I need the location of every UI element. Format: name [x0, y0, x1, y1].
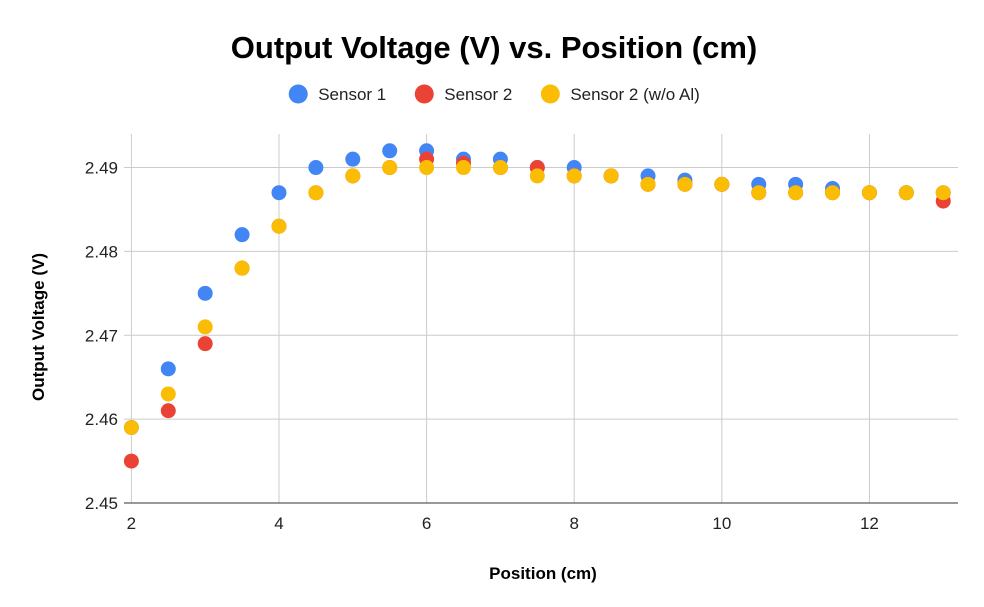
data-point	[677, 176, 693, 192]
data-point	[271, 185, 287, 201]
data-point	[861, 185, 877, 201]
legend-label: Sensor 1	[318, 85, 386, 104]
data-point	[898, 185, 914, 201]
y-tick-label: 2.45	[85, 494, 118, 513]
data-point	[935, 185, 951, 201]
data-point	[160, 361, 176, 377]
data-point	[382, 143, 398, 159]
legend-item: Sensor 2 (w/o Al)	[540, 84, 700, 104]
data-point	[308, 185, 324, 201]
data-point	[271, 218, 287, 234]
data-point	[382, 160, 398, 176]
legend: Sensor 1 Sensor 2 Sensor 2 (w/o Al)	[288, 84, 700, 104]
x-tick-label: 4	[274, 514, 283, 533]
data-point	[788, 185, 804, 201]
data-point	[160, 386, 176, 402]
x-tick-label: 2	[127, 514, 136, 533]
data-point	[123, 420, 139, 436]
data-point	[160, 403, 176, 419]
y-axis-title: Output Voltage (V)	[29, 253, 48, 401]
data-point	[308, 160, 324, 176]
data-point	[197, 285, 213, 301]
data-point	[603, 168, 619, 184]
data-point	[751, 185, 767, 201]
data-point	[714, 176, 730, 192]
x-tick-label: 8	[569, 514, 578, 533]
y-tick-label: 2.47	[85, 326, 118, 345]
data-point	[456, 160, 472, 176]
series-3	[123, 160, 951, 436]
x-tick-label: 12	[860, 514, 879, 533]
data-point	[197, 336, 213, 352]
legend-marker	[540, 84, 560, 104]
x-axis-ticks: 2 4 6 8 10 12	[127, 514, 879, 533]
y-axis-ticks: 2.45 2.46 2.47 2.48 2.49	[85, 159, 118, 513]
data-point	[419, 160, 435, 176]
chart-title: Output Voltage (V) vs. Position (cm)	[231, 30, 757, 65]
data-point	[529, 168, 545, 184]
data-point	[345, 151, 361, 167]
data-point	[234, 227, 250, 243]
y-tick-label: 2.46	[85, 410, 118, 429]
series-2	[123, 151, 951, 469]
legend-label: Sensor 2	[444, 85, 512, 104]
y-tick-label: 2.48	[85, 242, 118, 261]
data-point	[123, 453, 139, 469]
legend-marker	[414, 84, 434, 104]
data-point	[640, 176, 656, 192]
x-tick-label: 6	[422, 514, 431, 533]
legend-item: Sensor 1	[288, 84, 386, 104]
series-1	[123, 143, 951, 436]
x-axis-title: Position (cm)	[489, 564, 597, 583]
data-point	[492, 160, 508, 176]
x-tick-label: 10	[712, 514, 731, 533]
data-point	[197, 319, 213, 335]
data-point	[566, 168, 582, 184]
data-point	[345, 168, 361, 184]
legend-item: Sensor 2	[414, 84, 512, 104]
data-point	[234, 260, 250, 276]
legend-marker	[288, 84, 308, 104]
legend-label: Sensor 2 (w/o Al)	[570, 85, 699, 104]
data-point	[825, 185, 841, 201]
y-tick-label: 2.49	[85, 159, 118, 178]
data-points	[123, 143, 951, 469]
